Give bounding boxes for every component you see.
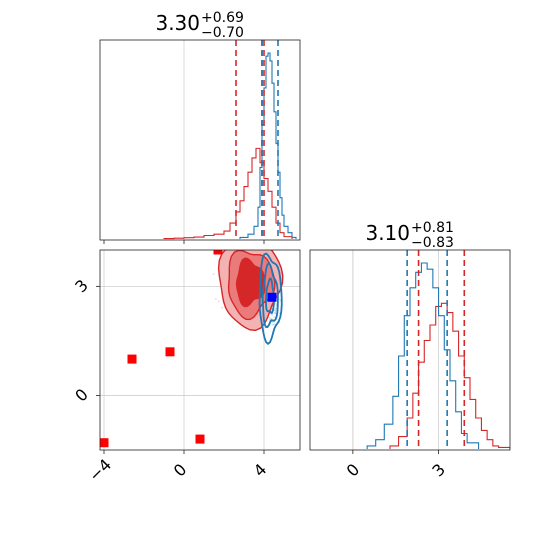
scatter-point [271, 321, 274, 323]
contour-level-blue [258, 252, 283, 345]
x-tick-label: 0 [170, 460, 191, 481]
histogram-series-0 [163, 147, 293, 240]
panel-title-value: 3.30 [155, 11, 200, 35]
panel-title-value: 3.10 [365, 221, 410, 245]
panel-title-plus: +0.69 [201, 10, 244, 26]
scatter-point [271, 323, 274, 326]
scatter-point [212, 273, 215, 276]
scatter-point [269, 318, 272, 321]
scatter-point [273, 323, 276, 326]
histogram-series-1 [366, 262, 480, 449]
scatter-point [268, 316, 271, 319]
histogram-series-0 [389, 302, 510, 449]
x-tick-label: −4 [85, 455, 115, 485]
panel-frame [99, 39, 301, 241]
scatter-point [217, 300, 220, 303]
contour-level-red [235, 257, 266, 308]
panel-title-minus: −0.83 [411, 235, 454, 251]
red-square-marker [165, 347, 175, 357]
blue-square-marker [267, 292, 277, 302]
marginal-histogram-panel-2: 0 3 3.10 +0.81 −0.83 [309, 220, 511, 481]
panel-frame [99, 249, 301, 451]
red-square-marker [213, 250, 223, 255]
scatter-point [273, 316, 276, 319]
panel-frame [309, 249, 511, 451]
panel-title-minus: −0.70 [201, 25, 244, 41]
x-tick-label: 3 [428, 460, 449, 481]
joint-contour-panel: −4 0 4 0 3 [71, 249, 301, 485]
x-tick-label: 4 [250, 460, 271, 481]
scatter-point [221, 306, 223, 309]
scatter-point [274, 311, 276, 314]
panel-title-plus: +0.81 [411, 220, 454, 236]
scatter-point [271, 314, 273, 316]
red-square-marker [127, 354, 137, 364]
y-tick-label: 0 [71, 385, 92, 406]
scatter-point [214, 298, 217, 300]
scatter-point [275, 309, 277, 312]
y-tick-label: 3 [71, 276, 92, 297]
red-square-marker [195, 434, 205, 444]
red-square-marker [100, 438, 109, 448]
histogram-series-1 [239, 52, 297, 239]
x-tick-label: 0 [343, 460, 364, 481]
contour-level-blue [261, 262, 279, 328]
contour-level-blue [265, 277, 276, 314]
marginal-histogram-panel-1: 3.30 +0.69 −0.70 [99, 10, 301, 244]
scatter-point [274, 307, 277, 310]
